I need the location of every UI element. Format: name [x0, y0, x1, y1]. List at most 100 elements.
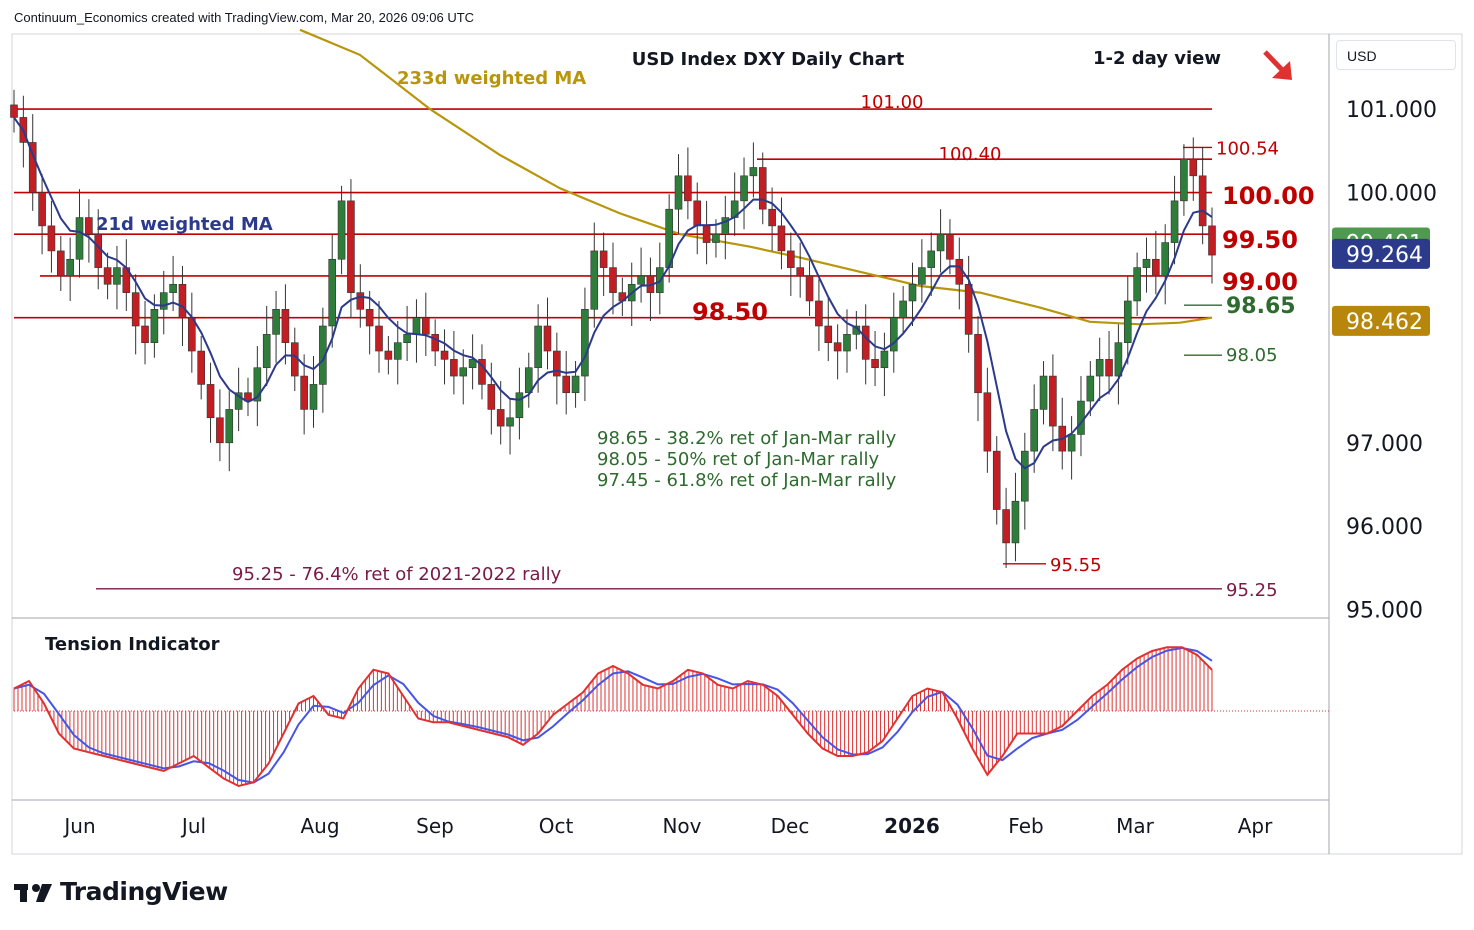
- time-tick-label: Jul: [180, 814, 206, 838]
- candle-body: [515, 392, 524, 419]
- candle-body: [1198, 175, 1207, 227]
- candle-body: [599, 250, 608, 268]
- candle-body: [983, 392, 992, 452]
- candle-body: [609, 267, 617, 293]
- time-axis[interactable]: Jun Jul Aug Sep Oct Nov Dec 2026 Feb Mar Apr: [62, 814, 1273, 838]
- candle-body: [637, 275, 645, 285]
- candle-body: [796, 267, 804, 277]
- candle-body: [955, 258, 964, 285]
- candle-body: [1133, 267, 1141, 302]
- time-tick-label: Mar: [1116, 814, 1155, 838]
- candle-body: [253, 367, 262, 402]
- candles-layer: [10, 89, 1216, 568]
- price-tick-label: 96.000: [1346, 515, 1423, 540]
- candle-body: [702, 225, 711, 243]
- candle-body: [768, 208, 776, 227]
- candle-body: [225, 409, 234, 444]
- candle-body: [403, 334, 411, 343]
- candle-body: [56, 250, 65, 277]
- ma233-label: 233d weighted MA: [397, 68, 586, 89]
- symbol-box[interactable]: USD: [1336, 40, 1456, 70]
- level-label: 101.00: [861, 92, 924, 113]
- price-axis[interactable]: 101.000100.00097.00096.00095.00099.40199…: [1332, 98, 1437, 624]
- candle-body: [478, 359, 486, 385]
- candle-body: [85, 217, 93, 235]
- candle-body: [674, 175, 683, 210]
- candle-body: [749, 167, 758, 177]
- fib-annotation: 98.05 - 50% ret of Jan-Mar rally: [597, 449, 879, 470]
- candle-body: [964, 283, 973, 335]
- candle-body: [871, 359, 879, 369]
- price-tick-label: 95.000: [1346, 599, 1423, 624]
- candle-body: [843, 334, 851, 352]
- time-tick-label: Feb: [1008, 814, 1043, 838]
- long-retracement-label: 95.25 - 76.4% ret of 2021-2022 rally: [232, 564, 562, 585]
- candle-body: [927, 250, 936, 268]
- candle-body: [889, 317, 898, 352]
- brand[interactable]: TradingView: [14, 877, 228, 906]
- candle-body: [75, 217, 84, 260]
- tension-indicator-pane: [13, 646, 1329, 788]
- high-marker-label: 100.54: [1216, 138, 1279, 159]
- candle-body: [815, 300, 823, 327]
- fib-label: 98.05: [1226, 345, 1278, 366]
- candle-body: [758, 167, 767, 210]
- candle-body: [712, 233, 720, 243]
- candle-body: [206, 384, 215, 419]
- ma21-line: [13, 116, 1213, 470]
- candle-body: [833, 342, 842, 352]
- candle-body: [141, 325, 149, 343]
- candle-body: [1161, 242, 1170, 277]
- candle-body: [10, 104, 18, 118]
- candle-body: [169, 283, 177, 293]
- candle-body: [899, 300, 907, 318]
- candle-body: [1021, 450, 1029, 502]
- candle-body: [384, 350, 393, 360]
- candle-body: [94, 233, 103, 268]
- candle-body: [309, 384, 318, 410]
- candle-body: [487, 384, 496, 410]
- candle-body: [1011, 500, 1020, 544]
- candle-body: [1142, 258, 1151, 268]
- candle-body: [47, 225, 56, 252]
- level-label: 99.00: [1222, 268, 1298, 296]
- candle-body: [440, 350, 449, 360]
- level-label: 99.50: [1222, 226, 1298, 254]
- candle-body: [272, 309, 280, 335]
- candle-body: [300, 375, 308, 410]
- price-label-text: 99.264: [1346, 243, 1423, 268]
- candle-body: [1039, 375, 1048, 410]
- candle-body: [281, 309, 290, 343]
- time-tick-label: 2026: [884, 814, 940, 838]
- candle-body: [824, 325, 833, 343]
- candle-body: [328, 258, 337, 327]
- brand-name: TradingView: [60, 877, 228, 906]
- fib-annotation: 98.65 - 38.2% ret of Jan-Mar rally: [597, 428, 897, 449]
- candle-body: [1077, 400, 1085, 435]
- candle-body: [468, 359, 477, 369]
- candle-body: [693, 200, 702, 227]
- candle-body: [506, 417, 514, 427]
- fib-label: 98.65: [1226, 294, 1296, 319]
- candle-body: [393, 342, 402, 360]
- price-label-box: [1332, 238, 1430, 269]
- long-retracement-value: 95.25: [1226, 580, 1278, 601]
- levels-layer: [14, 108, 1222, 590]
- level-label: 98.50: [692, 298, 768, 326]
- candle-body: [590, 250, 599, 310]
- candle-body: [412, 317, 421, 335]
- low-marker-label: 95.55: [1050, 555, 1102, 576]
- price-label-box: [1332, 305, 1430, 336]
- price-tick-label: 101.000: [1346, 98, 1437, 123]
- candle-body: [1067, 434, 1076, 452]
- candle-body: [459, 367, 468, 377]
- candle-body: [159, 292, 168, 310]
- candle-body: [936, 233, 945, 252]
- header-credit: Continuum_Economics created with Trading…: [14, 10, 475, 25]
- candle-body: [1170, 200, 1179, 243]
- time-tick-label: Oct: [539, 814, 574, 838]
- candle-body: [524, 367, 533, 394]
- candle-body: [150, 309, 159, 343]
- candle-body: [581, 309, 589, 377]
